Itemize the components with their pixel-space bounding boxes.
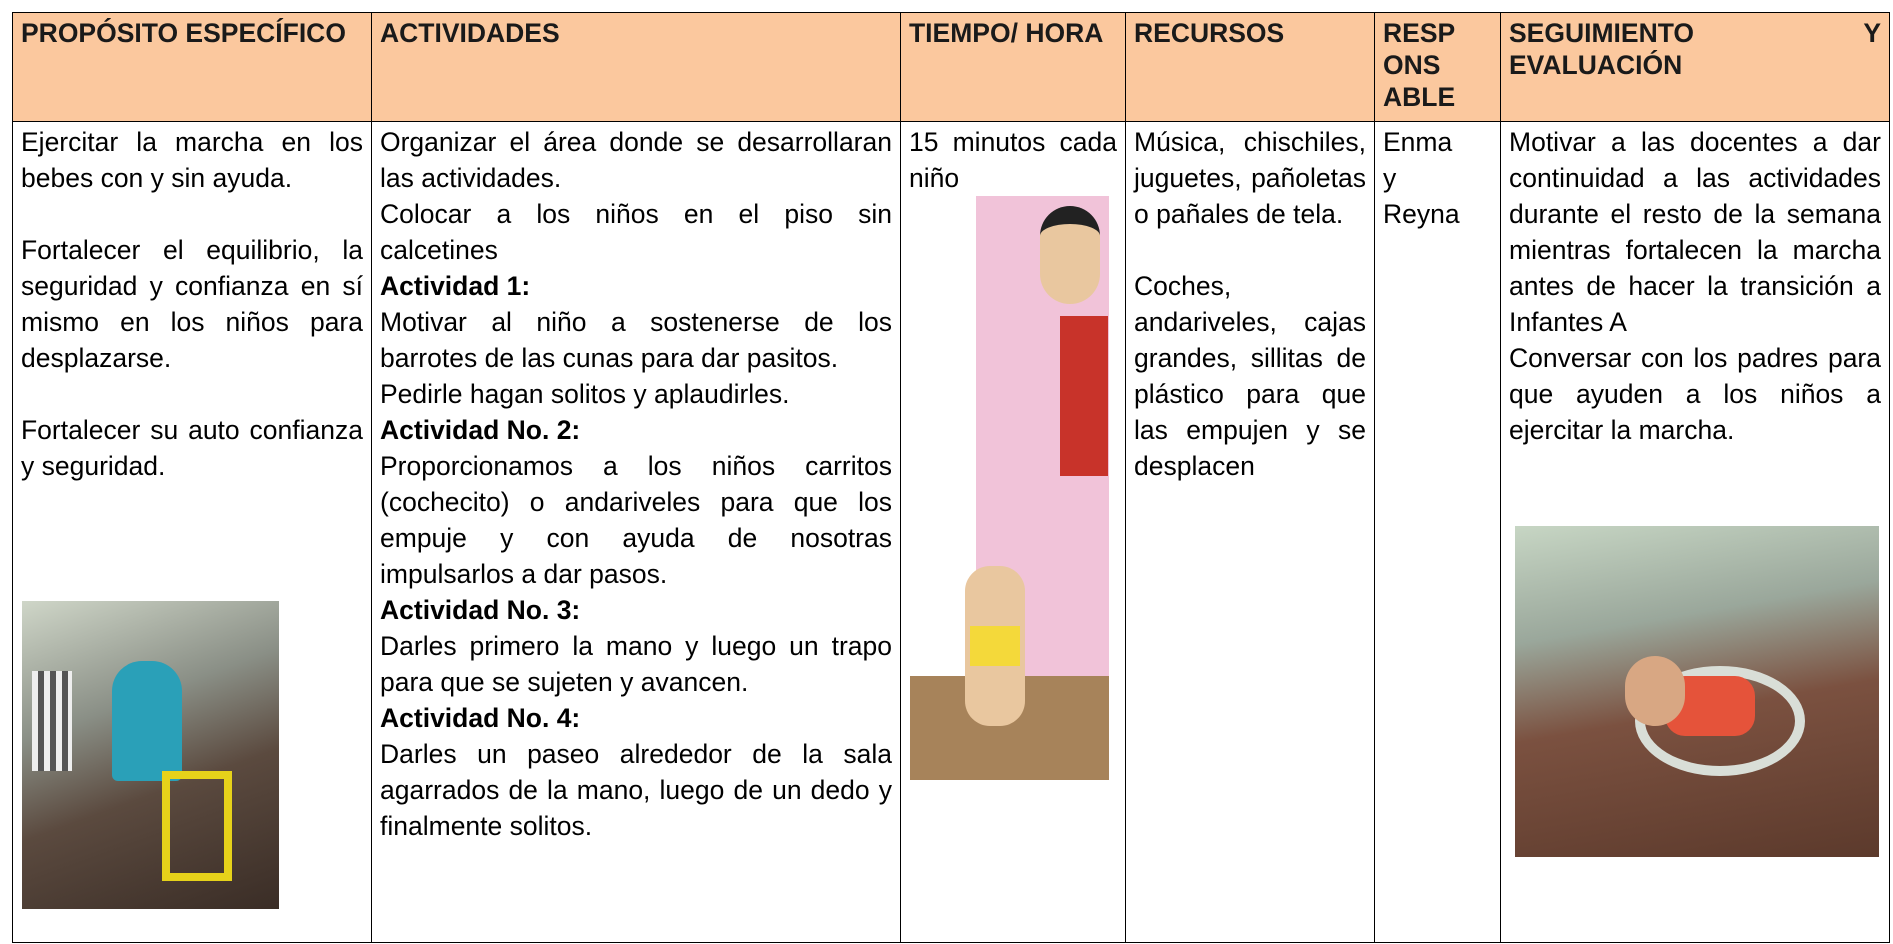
header-text: RECURSOS [1134,18,1285,48]
header-cell: PROPÓSITO ESPECÍFICO [12,12,372,122]
activity-heading: Actividad 1: [380,271,531,301]
photo-baby-walker [22,601,279,909]
purpose-cell: Ejercitar la marcha en los bebes con y s… [12,121,372,943]
illustration-father-child [910,196,1109,780]
header-text: PROPÓSITO ESPECÍFICO [21,18,346,48]
resources-cell: Música, chischiles, juguetes, pañoletas … [1125,121,1375,943]
header-text: SEGUIMIENTO Y EVALUACIÓN [1509,18,1881,80]
activities-cell: Organizar el área donde se desarrollaran… [371,121,901,943]
resource-text: Música, chischiles, juguetes, pañoletas … [1134,127,1366,229]
evaluation-cell: Motivar a las docentes a dar continuidad… [1500,121,1890,943]
activity-text: Darles un paseo alrededor de la sala aga… [380,739,892,841]
responsible-cell: Enma y Reyna [1374,121,1501,943]
evaluation-text: Conversar con los padres para que ayuden… [1509,343,1881,445]
time-text: 15 minutos cada niño [909,127,1117,193]
purpose-text: Fortalecer su auto confianza y seguridad… [21,415,363,481]
header-cell: TIEMPO/ HORA [900,12,1126,122]
evaluation-text: Motivar a las docentes a dar continuidad… [1509,127,1881,337]
activity-text: Darles primero la mano y luego un trapo … [380,631,892,697]
purpose-text: Ejercitar la marcha en los bebes con y s… [21,127,363,193]
header-text: TIEMPO/ HORA [909,18,1104,48]
activity-text: Organizar el área donde se desarrollaran… [380,127,892,193]
photo-baby-jumper [1515,526,1879,857]
activity-heading: Actividad No. 3: [380,595,581,625]
purpose-text: Fortalecer el equilibrio, la seguridad y… [21,235,363,373]
activity-heading: Actividad No. 2: [380,415,581,445]
activity-text: Proporcionamos a los niños carritos (coc… [380,451,892,589]
responsible-text: Enma y Reyna [1383,127,1460,229]
header-cell: SEGUIMIENTO Y EVALUACIÓN [1500,12,1890,122]
header-cell: RECURSOS [1125,12,1375,122]
resource-text: Coches, andariveles, cajas grandes, sill… [1134,271,1366,481]
activity-text: Pedirle hagan solitos y aplaudirles. [380,379,790,409]
header-cell: ACTIVIDADES [371,12,901,122]
activity-text: Colocar a los niños en el piso sin calce… [380,199,892,265]
activity-heading: Actividad No. 4: [380,703,581,733]
activity-text: Motivar al niño a sostenerse de los barr… [380,307,892,373]
header-text: ACTIVIDADES [380,18,560,48]
header-text: RESPONSABLE [1383,18,1456,112]
header-cell: RESPONSABLE [1374,12,1501,122]
